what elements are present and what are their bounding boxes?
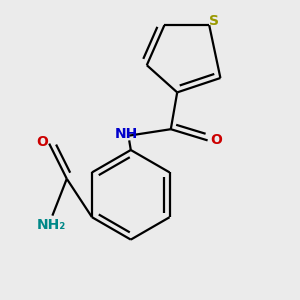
Text: NH₂: NH₂ bbox=[37, 218, 66, 232]
Text: NH: NH bbox=[115, 127, 138, 141]
Text: O: O bbox=[36, 135, 48, 149]
Text: O: O bbox=[211, 133, 223, 147]
Text: S: S bbox=[209, 14, 219, 28]
